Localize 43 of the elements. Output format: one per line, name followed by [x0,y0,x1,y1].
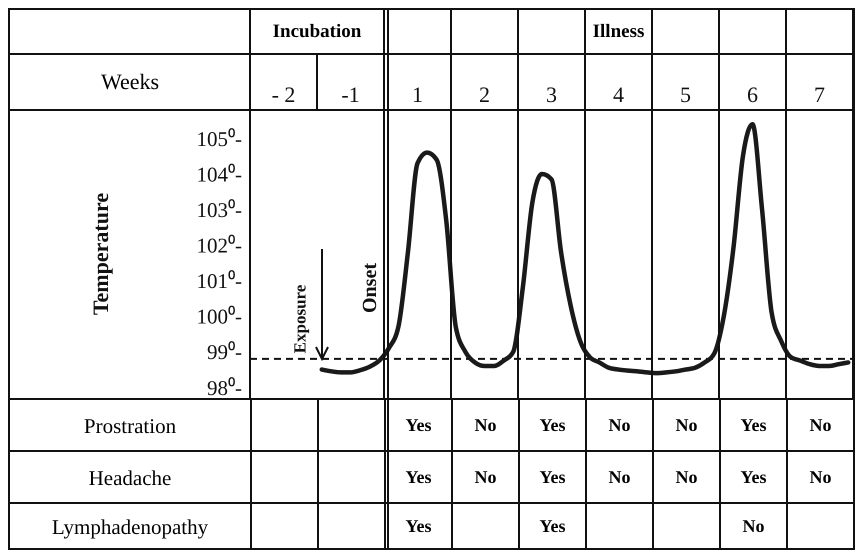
text: No [676,414,698,434]
text: Yes [406,516,432,536]
x-tick-label: 7 [814,82,825,107]
y-tick-label: 101⁰- [196,269,242,294]
category-label: Lymphadenopathy [52,514,208,538]
y-tick-label: 104⁰- [196,162,242,186]
y-tick-label: 100⁰- [196,304,242,329]
y-tick-label: 103⁰- [196,198,242,222]
text: No [742,516,764,536]
text: Yes [406,414,432,434]
y-tick-label: 102⁰- [196,234,242,258]
y-tick-label: 105⁰- [196,126,242,151]
x-tick-label: 5 [680,82,691,107]
text: Illness [592,20,646,44]
category-label: Headache [88,466,172,490]
y-tick-label: 99⁰- [207,340,242,364]
text: Yes [406,466,432,486]
category-label: Prostration [84,414,176,438]
text: Yes [740,466,766,486]
text: No [474,414,496,434]
text: Yes [540,414,566,434]
text: No [810,466,832,486]
annotation: Exposure [290,284,310,354]
text: No [608,466,630,486]
text: No [810,414,832,434]
text: No [608,414,630,434]
x-tick-label: - 2 [272,82,296,107]
text: No [474,466,496,486]
x-tick-label: 3 [546,82,557,107]
annotation: Onset [359,262,381,313]
y-tick-label: 98⁰- [207,376,242,400]
x-tick-label: 6 [747,82,758,107]
x-tick-label: 2 [479,82,490,107]
text: Incubation [272,20,362,44]
x-tick-label: 1 [412,82,423,107]
x-tick-label: 4 [613,82,624,107]
text: Yes [540,516,566,536]
text: No [676,466,698,486]
text: Yes [740,414,766,434]
x-tick-label: -1 [341,82,360,107]
x-axis-title: Weeks [100,68,160,96]
y-axis-title: Temperature [88,192,113,316]
text: Yes [540,466,566,486]
